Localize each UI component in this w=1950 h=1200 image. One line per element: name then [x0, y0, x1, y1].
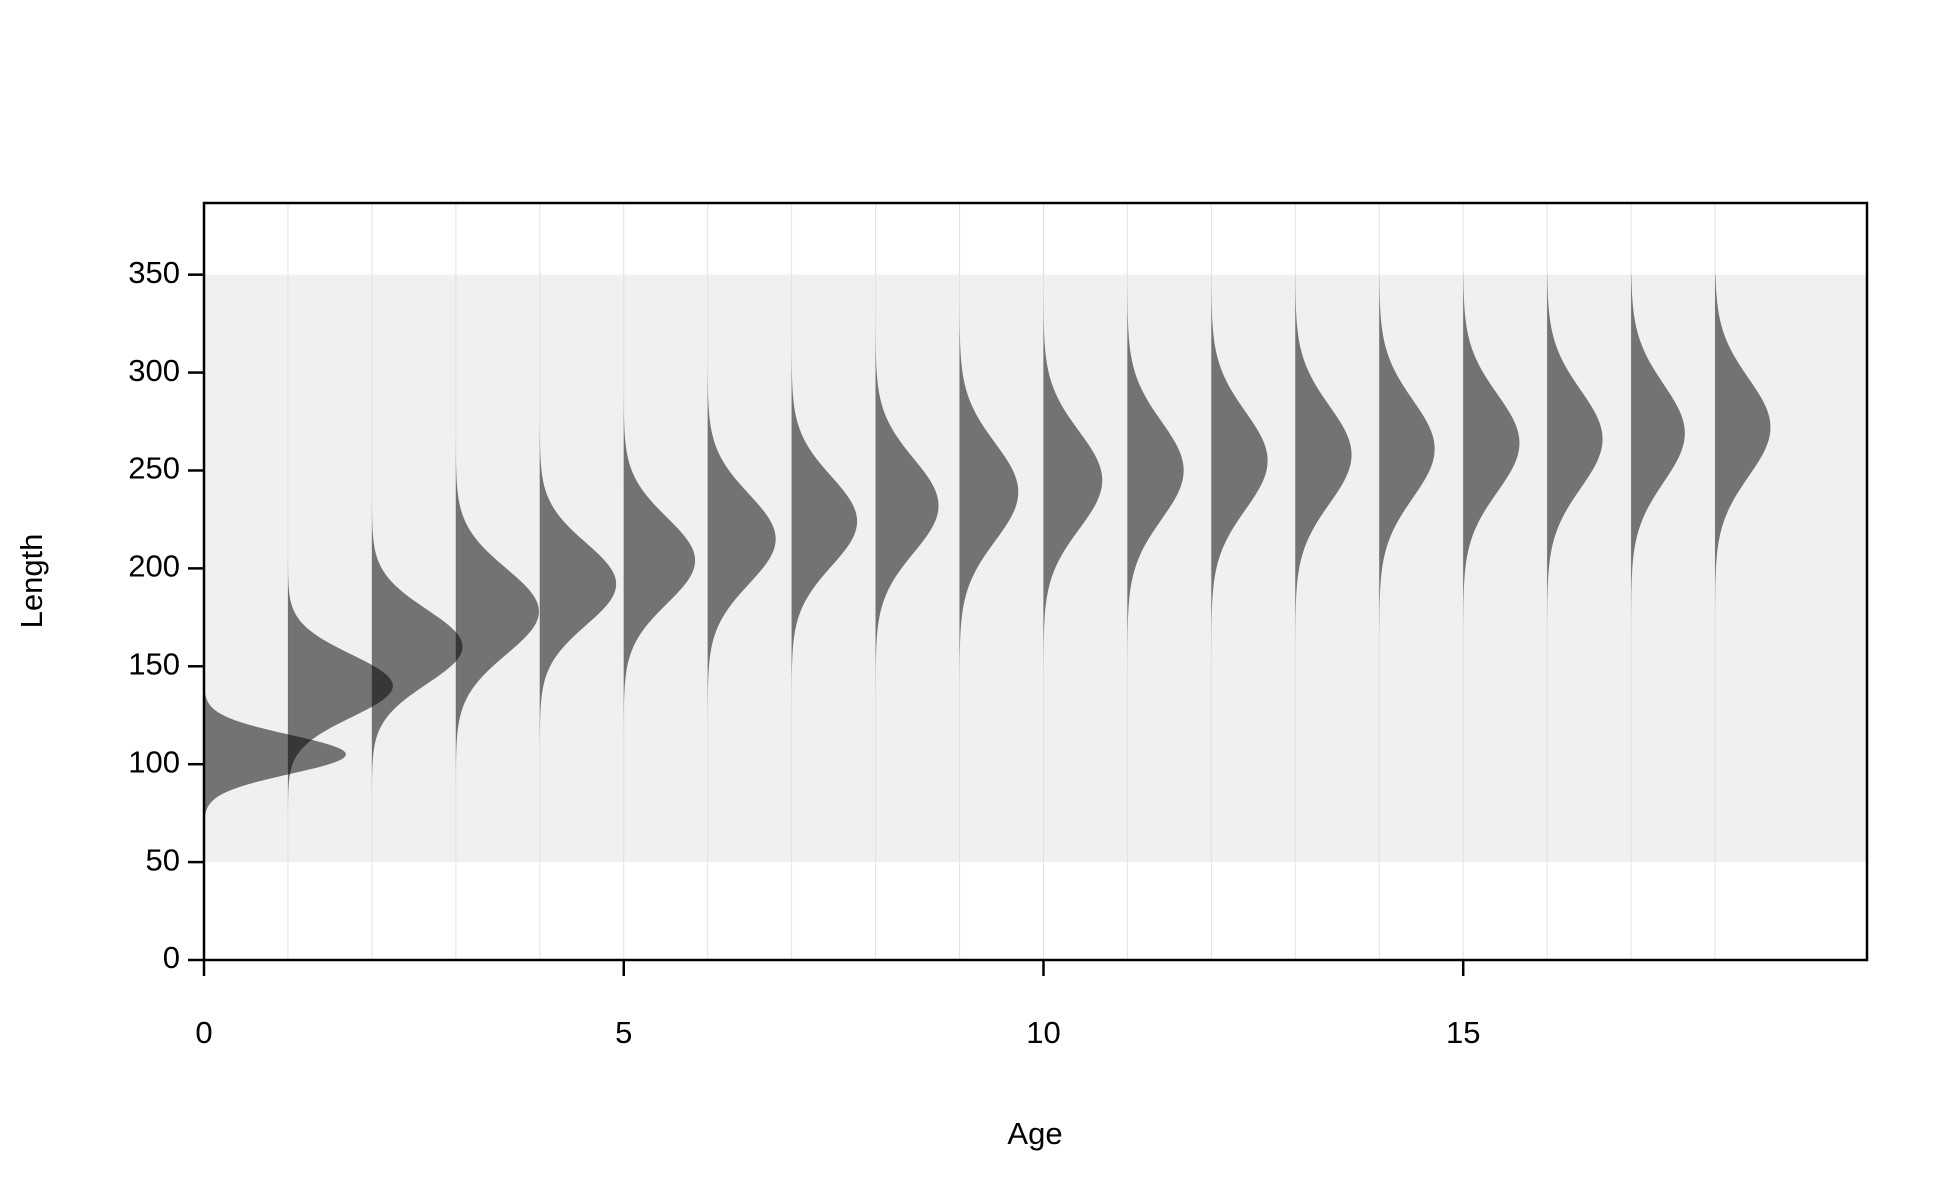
density-curve [1043, 284, 1103, 677]
density-curve [1463, 274, 1520, 639]
x-tick-label: 10 [1026, 1015, 1060, 1050]
density-curve [1379, 274, 1435, 645]
y-tick-label: 200 [128, 549, 180, 584]
background-band [204, 274, 1867, 863]
y-tick-label: 100 [128, 744, 180, 779]
density-curve [623, 388, 696, 733]
density-curve [1211, 274, 1268, 657]
density-curve [287, 560, 393, 812]
y-tick-label: 150 [128, 646, 180, 681]
density-curve [959, 296, 1019, 688]
x-tick-label: 15 [1446, 1015, 1480, 1050]
density-curve [791, 341, 858, 702]
density-curve [1127, 274, 1184, 667]
density-curve [455, 439, 539, 784]
density-curve [1547, 274, 1603, 635]
y-tick-label: 50 [146, 842, 180, 877]
density-curve [539, 419, 617, 749]
density-curve [371, 497, 463, 796]
density-curve [875, 317, 939, 694]
x-tick-label: 5 [615, 1015, 632, 1050]
x-tick-label: 0 [195, 1015, 212, 1050]
density-curve [707, 358, 776, 720]
x-axis-title: Age [1007, 1116, 1062, 1151]
y-tick-label: 0 [163, 940, 180, 975]
density-curve [1631, 274, 1685, 630]
density-curve [204, 676, 346, 833]
y-tick-label: 250 [128, 451, 180, 486]
density-curve [1715, 274, 1771, 624]
y-tick-label: 350 [128, 255, 180, 290]
plot-frame [202, 201, 1869, 962]
y-tick-label: 300 [128, 353, 180, 388]
density-curve [1295, 274, 1352, 651]
y-axis-title: Length [14, 534, 49, 629]
